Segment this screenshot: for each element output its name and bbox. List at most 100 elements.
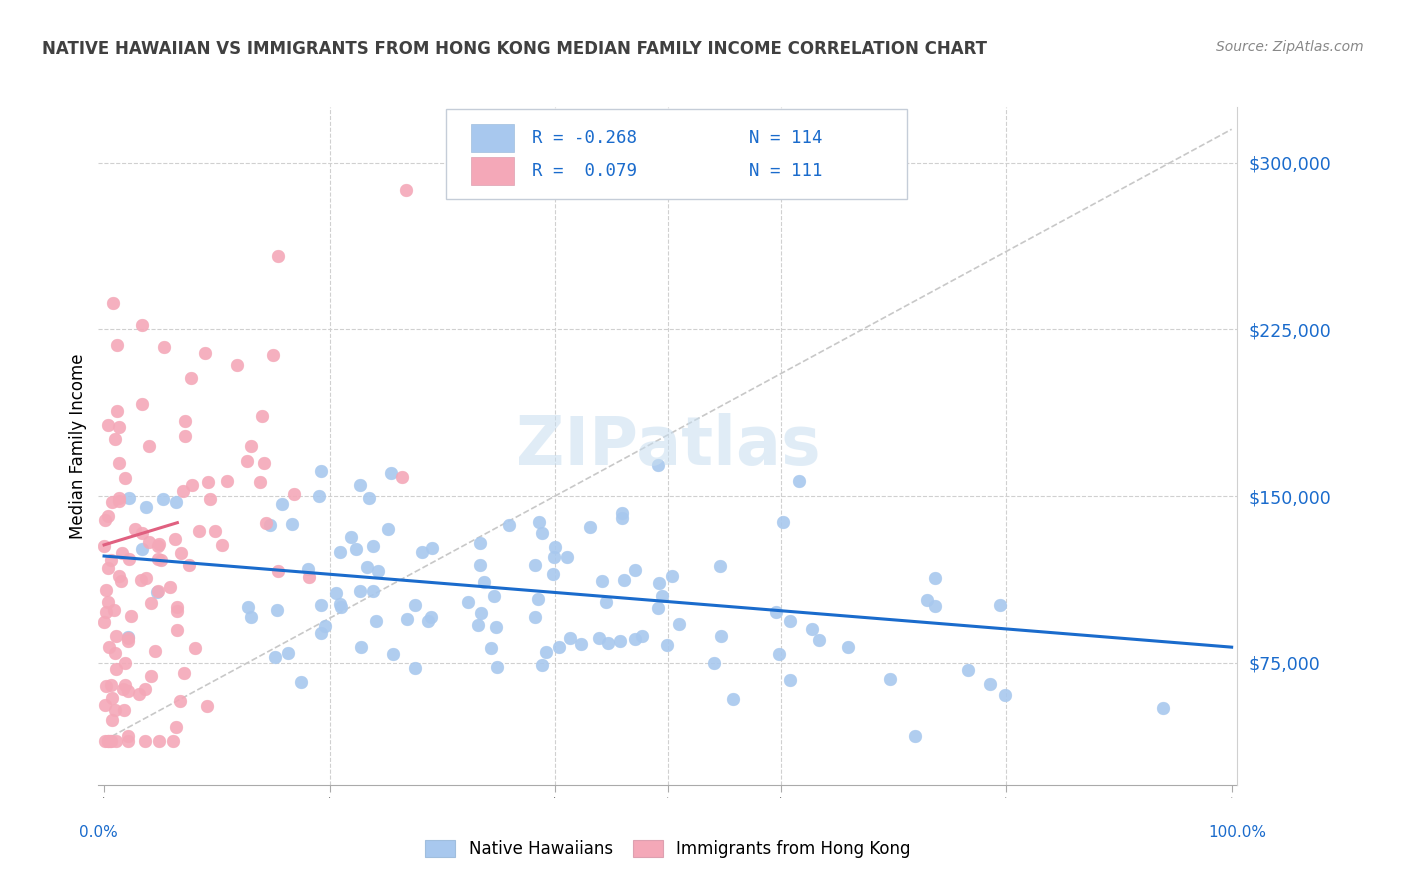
Point	[180, 478, 202, 492]
Point	[377, 523, 399, 537]
Point	[94, 513, 117, 527]
Point	[117, 634, 139, 648]
Point	[630, 629, 652, 643]
Point	[194, 346, 217, 360]
Point	[117, 683, 139, 698]
Point	[367, 564, 389, 578]
Point	[779, 614, 801, 628]
Point	[314, 619, 336, 633]
Point	[668, 616, 690, 631]
Point	[267, 249, 290, 263]
Point	[530, 657, 553, 672]
Point	[173, 414, 195, 428]
Point	[357, 491, 380, 505]
Point	[548, 640, 571, 654]
Point	[141, 669, 163, 683]
Point	[807, 633, 830, 648]
Point	[197, 475, 219, 489]
Point	[173, 665, 195, 680]
Point	[544, 540, 567, 554]
Point	[541, 566, 564, 581]
Point	[709, 559, 731, 574]
Point	[391, 469, 413, 483]
Point	[138, 438, 160, 452]
Point	[100, 733, 122, 747]
Point	[134, 682, 156, 697]
Point	[904, 729, 927, 743]
Point	[309, 464, 332, 478]
Point	[482, 589, 505, 603]
Point	[143, 644, 166, 658]
Point	[350, 640, 373, 654]
Point	[710, 629, 733, 643]
Point	[118, 552, 141, 566]
Point	[524, 558, 547, 573]
Text: NATIVE HAWAIIAN VS IMMIGRANTS FROM HONG KONG MEDIAN FAMILY INCOME CORRELATION CH: NATIVE HAWAIIAN VS IMMIGRANTS FROM HONG …	[42, 40, 987, 58]
Point	[266, 603, 288, 617]
Point	[108, 493, 131, 508]
Point	[159, 580, 181, 594]
Point	[924, 571, 946, 585]
Point	[204, 524, 226, 539]
Point	[655, 638, 678, 652]
Point	[624, 563, 647, 577]
Point	[779, 673, 801, 688]
Point	[226, 358, 249, 372]
Point	[344, 541, 367, 556]
Point	[254, 516, 277, 530]
Point	[267, 564, 290, 578]
Point	[557, 549, 579, 564]
Point	[498, 517, 520, 532]
Point	[148, 536, 170, 550]
Point	[329, 600, 352, 615]
Point	[195, 698, 218, 713]
Point	[325, 586, 347, 600]
Point	[470, 607, 492, 621]
Point	[101, 713, 124, 727]
Point	[380, 466, 402, 480]
Point	[624, 632, 647, 647]
Point	[609, 634, 631, 648]
Point	[153, 340, 176, 354]
FancyBboxPatch shape	[471, 156, 515, 185]
Point	[236, 599, 259, 614]
Point	[111, 682, 134, 697]
Point	[105, 403, 128, 417]
Point	[298, 570, 321, 584]
Point	[94, 605, 117, 619]
Point	[166, 623, 188, 637]
Point	[117, 733, 139, 747]
Point	[543, 549, 565, 564]
Point	[135, 571, 157, 585]
Point	[486, 659, 509, 673]
Point	[97, 560, 120, 574]
Point	[994, 688, 1017, 702]
Point	[112, 703, 135, 717]
Point	[591, 574, 613, 589]
Point	[800, 622, 823, 636]
Point	[120, 609, 142, 624]
Point	[404, 661, 426, 675]
Point	[169, 694, 191, 708]
Point	[249, 475, 271, 489]
Point	[595, 594, 617, 608]
Text: R =  0.079: R = 0.079	[533, 161, 637, 180]
Point	[98, 733, 121, 747]
Point	[114, 470, 136, 484]
Point	[97, 733, 120, 747]
FancyBboxPatch shape	[471, 124, 515, 153]
Point	[134, 733, 156, 747]
Point	[283, 487, 305, 501]
Legend: Native Hawaiians, Immigrants from Hong Kong: Native Hawaiians, Immigrants from Hong K…	[419, 833, 917, 864]
Point	[94, 679, 117, 693]
Point	[94, 698, 117, 712]
Point	[329, 597, 352, 611]
Text: 100.0%: 100.0%	[1208, 825, 1267, 840]
Point	[101, 295, 124, 310]
Point	[479, 641, 502, 656]
Point	[104, 733, 127, 747]
Point	[329, 545, 352, 559]
Point	[651, 589, 673, 603]
Point	[104, 629, 127, 643]
Point	[104, 703, 127, 717]
